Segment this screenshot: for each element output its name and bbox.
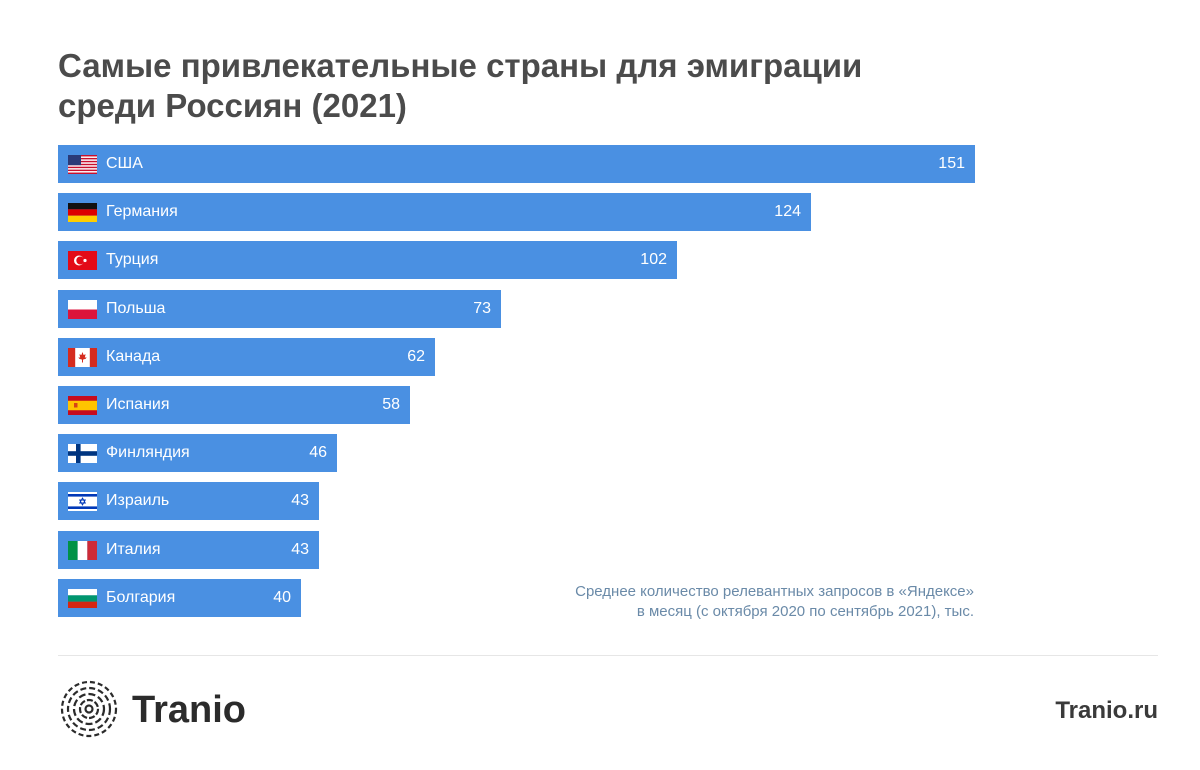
chart-title-line-1: Самые привлекательные страны для эмиграц… bbox=[58, 47, 863, 84]
chart-note-line-1: Среднее количество релевантных запросов … bbox=[575, 583, 974, 600]
it-flag-icon bbox=[68, 540, 97, 560]
bar: Германия 124 bbox=[58, 193, 811, 232]
footer-divider bbox=[58, 655, 1158, 656]
il-flag-icon bbox=[68, 492, 97, 512]
brand-name: Tranio bbox=[132, 689, 247, 731]
bar: Израиль 43 bbox=[58, 482, 319, 521]
us-flag-icon bbox=[68, 155, 97, 174]
chart-note: Среднее количество релевантных запросов … bbox=[575, 582, 974, 622]
bar-value: 124 bbox=[774, 203, 801, 221]
tr-flag-icon bbox=[68, 251, 97, 271]
bar: Болгария 40 bbox=[58, 578, 301, 617]
bar-label: Италия bbox=[106, 540, 161, 558]
bar-label: Израиль bbox=[106, 492, 170, 510]
bar-value: 43 bbox=[291, 540, 309, 558]
bar-label: Турция bbox=[106, 251, 159, 269]
bar-value: 62 bbox=[407, 347, 425, 365]
fi-flag-icon bbox=[68, 444, 97, 464]
bg-flag-icon bbox=[68, 588, 97, 608]
bar-label: Польша bbox=[106, 299, 166, 317]
chart-title-line-2: среди Россиян (2021) bbox=[58, 87, 407, 124]
bar-value: 151 bbox=[938, 155, 965, 172]
bar-chart: США 151 Германия 124 Турция 102 Польша 73 Канада… bbox=[58, 145, 975, 617]
pl-flag-icon bbox=[68, 299, 97, 319]
bar-label: США bbox=[106, 155, 143, 172]
bar: Италия 43 bbox=[58, 530, 319, 569]
bar: Финляндия 46 bbox=[58, 434, 337, 473]
bar-label: Германия bbox=[106, 203, 178, 221]
bar-value: 40 bbox=[273, 588, 291, 606]
bar-label: Канада bbox=[106, 347, 161, 365]
site-link[interactable]: Tranio.ru bbox=[1055, 697, 1158, 724]
bar-value: 46 bbox=[309, 444, 327, 462]
es-flag-icon bbox=[68, 396, 97, 415]
bar: Испания 58 bbox=[58, 386, 410, 424]
bar-label: Испания bbox=[106, 396, 170, 413]
de-flag-icon bbox=[68, 203, 97, 223]
bar-value: 58 bbox=[382, 396, 400, 413]
bar: Польша 73 bbox=[58, 289, 501, 328]
bar: США 151 bbox=[58, 145, 975, 183]
bar-value: 102 bbox=[640, 251, 667, 269]
bar-label: Болгария bbox=[106, 588, 176, 606]
bar: Канада 62 bbox=[58, 337, 435, 376]
bar-value: 43 bbox=[291, 492, 309, 510]
chart-title: Самые привлекательные страны для эмиграц… bbox=[58, 46, 958, 126]
bar-value: 73 bbox=[473, 299, 491, 317]
chart-note-line-2: в месяц (с октября 2020 по сентябрь 2021… bbox=[636, 603, 974, 620]
ca-flag-icon bbox=[68, 347, 97, 367]
tranio-logo-icon bbox=[59, 679, 119, 739]
bar: Турция 102 bbox=[58, 241, 677, 280]
bar-label: Финляндия bbox=[106, 444, 190, 462]
